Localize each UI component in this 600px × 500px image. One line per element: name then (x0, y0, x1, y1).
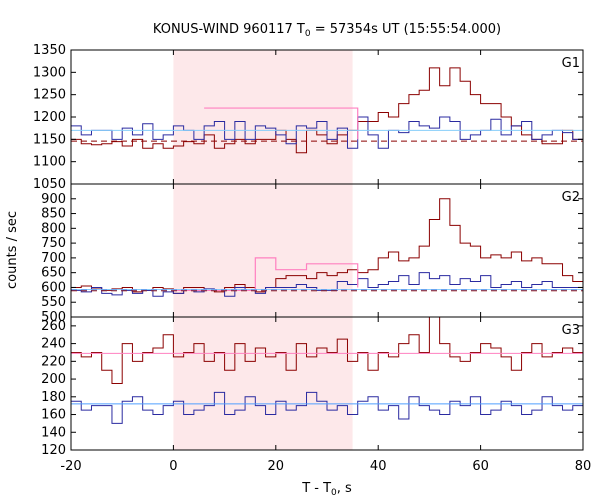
y-tick-label: 550 (41, 295, 66, 310)
x-tick-label: 80 (575, 459, 592, 474)
x-tick-label: -20 (60, 459, 81, 474)
y-tick-label: 260 (41, 319, 66, 334)
series-data_blue (71, 272, 583, 297)
series-data_blue (71, 387, 583, 424)
y-tick-label: 1200 (33, 110, 66, 125)
panel-tag: G1 (562, 56, 580, 71)
step-avg_red (204, 107, 359, 140)
y-tick-label: 1050 (33, 177, 66, 192)
plot-panels: -20 0 20 40 60 80 1050 1100 1150 1200 1250 1300 1350… (33, 43, 592, 474)
y-tick-label: 160 (41, 408, 66, 423)
x-axis-label: T - T0, s (301, 481, 352, 498)
x-tick-label: 20 (268, 459, 285, 474)
highlight-interval (173, 50, 353, 450)
y-tick-label: 180 (41, 390, 66, 405)
y-tick-label: 700 (41, 251, 66, 266)
x-tick-label: 60 (472, 459, 489, 474)
y-tick-label: 900 (41, 192, 66, 207)
y-tick-label: 200 (41, 372, 66, 387)
y-tick-label: 220 (41, 354, 66, 369)
y-tick-label: 850 (41, 207, 66, 222)
y-tick-label: 500 (41, 310, 66, 325)
step-avg_red (173, 257, 359, 291)
y-tick-label: 650 (41, 266, 66, 281)
y-tick-label: 600 (41, 280, 66, 295)
y-tick-label: 240 (41, 337, 66, 352)
panel-G2 (71, 198, 583, 297)
y-tick-label: 1150 (33, 132, 66, 147)
y-tick-label: 140 (41, 425, 66, 440)
y-tick-label: 1100 (33, 155, 66, 170)
series-data_red (71, 317, 583, 384)
y-tick-label: 750 (41, 236, 66, 251)
series-data_red (71, 198, 583, 294)
chart-title: KONUS-WIND 960117 T0 = 57354s UT (15:55:… (153, 22, 501, 39)
y-axis-label: counts / sec (5, 211, 20, 289)
x-tick-label: 40 (370, 459, 387, 474)
panel-G3 (71, 317, 583, 424)
y-tick-label: 1300 (33, 65, 66, 80)
svg-text:KONUS-WIND 960117 T0 = 57354s: KONUS-WIND 960117 T0 = 57354s UT (15:55:… (153, 22, 501, 39)
panel-frame (70, 316, 584, 451)
y-tick-label: 1250 (33, 88, 66, 103)
panel-tag: G3 (562, 323, 580, 338)
series-data_blue (71, 116, 583, 149)
series-data_red (71, 67, 583, 154)
panel-tag: G2 (562, 190, 580, 205)
panel-G1 (71, 67, 583, 154)
y-tick-label: 120 (41, 443, 66, 458)
x-tick-label: 0 (169, 459, 177, 474)
y-tick-label: 1350 (33, 43, 66, 58)
svg-text:T - T0, s: T - T0, s (301, 481, 352, 498)
y-tick-label: 800 (41, 221, 66, 236)
